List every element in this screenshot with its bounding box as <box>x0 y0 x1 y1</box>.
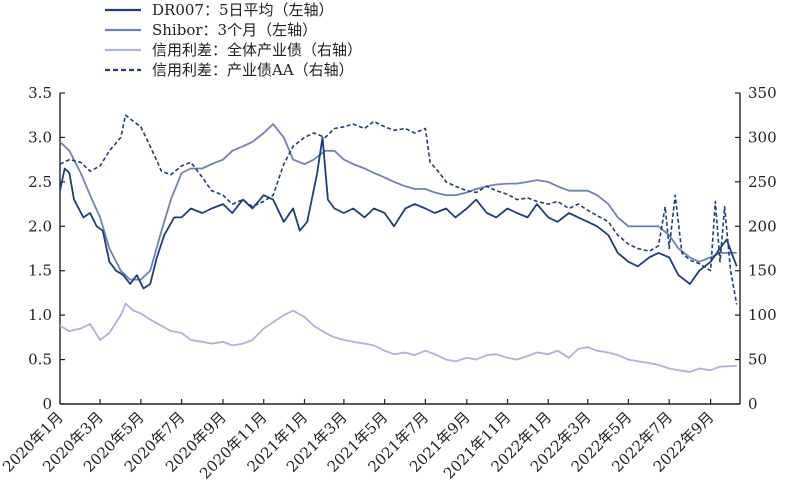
right-tick-label: 300 <box>748 128 777 146</box>
series-layer <box>59 114 738 373</box>
left-tick-label: 2.0 <box>28 217 52 235</box>
series-line-2 <box>59 123 737 281</box>
left-tick-label: 1.0 <box>28 306 52 324</box>
right-tick-label: 200 <box>748 217 777 235</box>
legend-label-4: 信用利差：产业债AA（右轴） <box>152 61 354 79</box>
right-tick-label: 50 <box>748 351 767 369</box>
axes <box>59 93 741 405</box>
x-axis-ticks: 2020年1月2020年3月2020年5月2020年7月2020年9月2020年… <box>0 399 717 483</box>
series-line-4 <box>59 114 738 305</box>
left-tick-label: 0 <box>42 395 52 413</box>
series-line-3 <box>59 302 737 373</box>
legend-label-1: DR007：5日平均（左轴） <box>152 1 334 19</box>
right-tick-label: 250 <box>748 173 777 191</box>
left-tick-label: 3.0 <box>28 128 52 146</box>
series-line-1 <box>59 136 738 290</box>
left-tick-label: 2.5 <box>28 173 52 191</box>
left-tick-label: 3.5 <box>28 84 52 102</box>
left-axis-ticks: 0 0.5 1.0 1.5 2.0 2.5 3.0 3.5 <box>28 84 65 413</box>
legend-label-2: Shibor：3个月（左轴） <box>152 21 317 39</box>
right-tick-label: 150 <box>748 262 777 280</box>
right-tick-label: 0 <box>748 395 758 413</box>
right-tick-label: 100 <box>748 306 777 324</box>
legend: DR007：5日平均（左轴） Shibor：3个月（左轴） 信用利差：全体产业债（右… <box>105 1 362 79</box>
right-axis-ticks: 0 50 100 150 200 250 300 350 <box>735 84 777 413</box>
left-tick-label: 1.5 <box>28 262 52 280</box>
left-tick-label: 0.5 <box>28 351 52 369</box>
right-tick-label: 350 <box>748 84 777 102</box>
legend-label-3: 信用利差：全体产业债（右轴） <box>152 41 362 59</box>
